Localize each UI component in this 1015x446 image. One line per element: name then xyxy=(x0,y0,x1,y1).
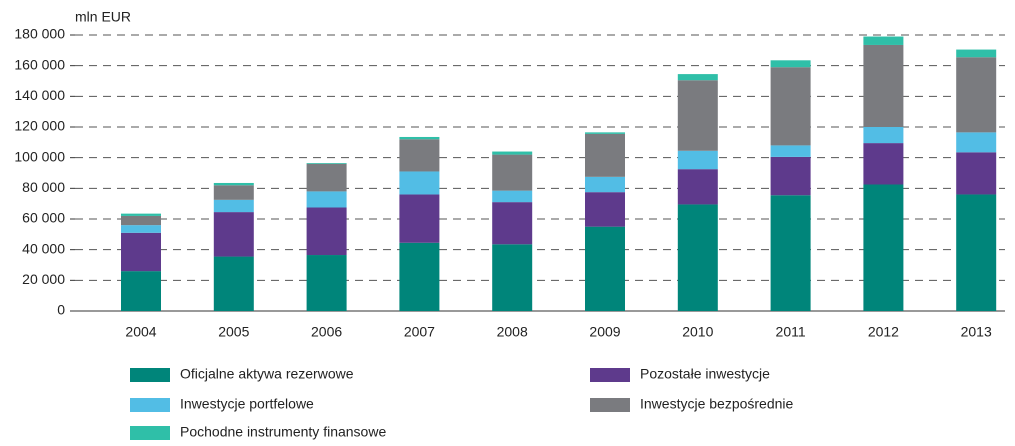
x-tick-label: 2006 xyxy=(311,324,342,340)
bar-segment xyxy=(306,191,347,208)
bar-segment xyxy=(863,143,904,185)
bar-segment xyxy=(213,212,254,257)
bar-segment xyxy=(121,271,161,311)
bar-segment xyxy=(956,49,997,58)
bar-segment xyxy=(399,171,440,195)
bar-segment xyxy=(585,133,625,177)
x-tick-label: 2005 xyxy=(218,324,249,340)
bar-segment xyxy=(585,192,625,227)
bar-segment xyxy=(492,202,533,245)
x-tick-label: 2012 xyxy=(868,324,899,340)
legend-label: Inwestycje bezpośrednie xyxy=(640,396,794,412)
legend-swatch xyxy=(130,398,170,412)
bar-segment xyxy=(399,242,440,311)
bar-segment xyxy=(677,169,718,205)
bar-segment xyxy=(306,163,347,164)
x-tick-label: 2009 xyxy=(589,324,620,340)
bar-segment xyxy=(213,182,254,186)
legend-swatch xyxy=(590,398,630,412)
bar-segment xyxy=(863,36,904,45)
x-tick-label: 2008 xyxy=(497,324,528,340)
bar-segment xyxy=(306,207,347,256)
bar-segment xyxy=(677,204,718,311)
bar-segment xyxy=(399,194,440,243)
y-tick-label: 180 000 xyxy=(14,26,65,42)
bar-segment xyxy=(399,136,440,140)
bar-segment xyxy=(770,67,811,146)
x-tick-label: 2013 xyxy=(961,324,992,340)
bar-segment xyxy=(121,232,161,272)
bar-segment xyxy=(585,226,625,311)
legend-swatch xyxy=(130,368,170,382)
x-tick-label: 2010 xyxy=(682,324,713,340)
bar-segment xyxy=(213,256,254,311)
x-tick-label: 2007 xyxy=(404,324,435,340)
y-tick-label: 80 000 xyxy=(22,179,65,195)
bar-segment xyxy=(399,139,440,172)
bar-segment xyxy=(492,154,533,191)
bar-segment xyxy=(492,151,533,155)
bar-segment xyxy=(863,127,904,144)
bar-segment xyxy=(677,150,718,170)
bar-segment xyxy=(956,132,997,153)
y-tick-label: 140 000 xyxy=(14,87,65,103)
y-tick-label: 100 000 xyxy=(14,148,65,164)
bar-segment xyxy=(492,244,533,311)
bar-segment xyxy=(770,156,811,196)
y-tick-label: 120 000 xyxy=(14,118,65,134)
bar-segment xyxy=(770,60,811,68)
bar-segment xyxy=(213,185,254,200)
bar-segment xyxy=(863,184,904,311)
y-tick-label: 160 000 xyxy=(14,56,65,72)
bar-segment xyxy=(770,145,811,157)
bar-segment xyxy=(585,132,625,134)
bar-segment xyxy=(677,80,718,151)
legend-label: Inwestycje portfelowe xyxy=(180,396,314,412)
bar-segment xyxy=(213,199,254,213)
bar-segment xyxy=(677,74,718,81)
bar-segment xyxy=(492,190,533,203)
bar-segment xyxy=(121,213,161,216)
y-tick-label: 40 000 xyxy=(22,240,65,256)
bar-segment xyxy=(770,195,811,311)
bar-segment xyxy=(585,176,625,193)
legend-swatch xyxy=(130,426,170,440)
legend-swatch xyxy=(590,368,630,382)
bar-segment xyxy=(863,44,904,127)
x-tick-label: 2004 xyxy=(125,324,156,340)
y-tick-label: 0 xyxy=(57,302,65,318)
bar-segment xyxy=(306,255,347,311)
y-tick-label: 20 000 xyxy=(22,271,65,287)
bar-segment xyxy=(956,57,997,133)
legend-label: Pochodne instrumenty finansowe xyxy=(180,424,386,440)
legend-label: Oficjalne aktywa rezerwowe xyxy=(180,366,354,382)
bar-segment xyxy=(121,215,161,226)
legend-label: Pozostałe inwestycje xyxy=(640,366,770,382)
y-axis-label: mln EUR xyxy=(75,9,131,25)
bar-segment xyxy=(306,163,347,192)
bar-segment xyxy=(956,152,997,195)
x-tick-label: 2011 xyxy=(776,324,806,340)
y-tick-label: 60 000 xyxy=(22,210,65,226)
bar-segment xyxy=(121,225,161,233)
bar-segment xyxy=(956,194,997,311)
